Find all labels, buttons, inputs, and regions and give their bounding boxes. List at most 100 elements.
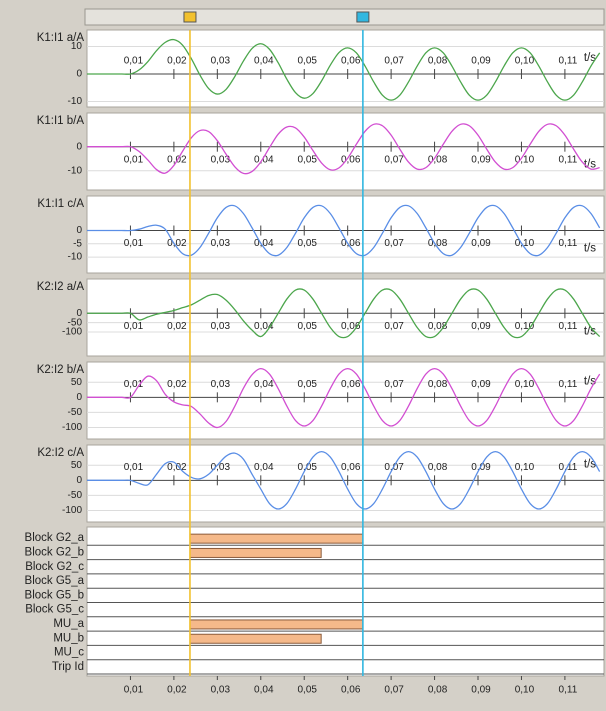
x-tick-label: 0,01: [124, 462, 144, 473]
y-tick-label: 0: [76, 141, 82, 152]
y-tick-label: 0: [76, 308, 82, 319]
x-tick-label: 0,10: [515, 154, 535, 165]
x-tick-label: 0,10: [515, 238, 535, 249]
x-tick-label: 0,06: [341, 56, 361, 67]
waveform: [86, 450, 601, 510]
x-tick-label: 0,06: [341, 238, 361, 249]
y-tick-label: 50: [71, 377, 83, 388]
y-tick-label: 0: [76, 392, 82, 403]
y-tick-label: 10: [71, 41, 83, 52]
channel-label: K1:I1 a/A: [37, 32, 85, 44]
x-tick-label: 0,05: [297, 685, 317, 696]
channel-label: K1:I1 c/A: [37, 198, 84, 210]
x-tick-label: 0,03: [211, 379, 231, 390]
channel-label: Block G2_c: [25, 561, 84, 573]
x-tick-label: 0,09: [471, 379, 491, 390]
x-tick-label: 0,02: [167, 238, 187, 249]
x-tick-label: 0,06: [341, 685, 361, 696]
x-tick-label: 0,03: [211, 321, 231, 332]
x-tick-label: 0,07: [384, 379, 404, 390]
x-tick-label: 0,04: [254, 154, 274, 165]
x-tick-label: 0,05: [297, 379, 317, 390]
plot-area: [86, 112, 605, 191]
channel-label: MU_c: [54, 647, 84, 659]
channel-label: Block G2_a: [25, 532, 85, 544]
x-tick-label: 0,07: [384, 56, 404, 67]
x-tick-label: 0,08: [428, 379, 448, 390]
x-tick-label: 0,06: [341, 154, 361, 165]
plot-area: [86, 361, 605, 440]
x-tick-label: 0,08: [428, 238, 448, 249]
y-tick-label: 0: [76, 69, 82, 80]
x-tick-label: 0,04: [254, 379, 274, 390]
x-tick-label: 0,09: [471, 685, 491, 696]
x-tick-label: 0,03: [211, 56, 231, 67]
x-tick-label: 0,06: [341, 462, 361, 473]
x-tick-label: 0,04: [254, 685, 274, 696]
x-axis-label: t/s: [584, 458, 596, 470]
x-tick-label: 0,07: [384, 238, 404, 249]
y-tick-label: -10: [68, 96, 83, 107]
binary-state-bar: [189, 533, 364, 544]
x-tick-label: 0,10: [515, 685, 535, 696]
x-tick-label: 0,10: [515, 56, 535, 67]
x-tick-label: 0,08: [428, 321, 448, 332]
y-tick-label: 0: [76, 225, 82, 236]
binary-state-bar: [189, 633, 322, 644]
y-tick-label: 0: [76, 475, 82, 486]
plot-area: [86, 278, 605, 357]
plot-area: [86, 29, 605, 108]
x-tick-label: 0,07: [384, 685, 404, 696]
cursor-handle[interactable]: [356, 11, 370, 23]
x-tick-label: 0,08: [428, 462, 448, 473]
x-tick-label: 0,11: [559, 685, 578, 696]
x-tick-label: 0,04: [254, 321, 274, 332]
x-tick-label: 0,03: [211, 685, 231, 696]
x-tick-label: 0,09: [471, 462, 491, 473]
y-tick-label: -50: [68, 490, 83, 501]
x-tick-label: 0,11: [559, 321, 578, 332]
x-tick-label: 0,04: [254, 462, 274, 473]
x-tick-label: 0,02: [167, 685, 187, 696]
x-tick-label: 0,02: [167, 462, 187, 473]
x-tick-label: 0,03: [211, 154, 231, 165]
x-tick-label: 0,03: [211, 238, 231, 249]
x-tick-label: 0,06: [341, 321, 361, 332]
x-tick-label: 0,10: [515, 321, 535, 332]
x-tick-label: 0,08: [428, 685, 448, 696]
x-tick-label: 0,03: [211, 462, 231, 473]
x-tick-label: 0,02: [167, 56, 187, 67]
time-scrollbar[interactable]: [84, 8, 605, 26]
channel-label: Block G5_c: [25, 604, 84, 616]
channel-label: Block G2_b: [25, 546, 84, 558]
x-axis-label: t/s: [584, 325, 596, 337]
x-tick-label: 0,01: [124, 56, 144, 67]
channel-label: K2:I2 b/A: [37, 364, 85, 376]
y-tick-label: -50: [68, 317, 83, 328]
plot-area: [86, 526, 605, 677]
x-tick-label: 0,11: [559, 56, 578, 67]
cursor-handle[interactable]: [183, 11, 197, 23]
y-tick-label: -10: [68, 252, 83, 263]
binary-state-bar: [189, 619, 364, 630]
channel-label: Trip Id: [52, 661, 84, 673]
y-tick-label: -100: [62, 327, 82, 338]
waveform: [87, 38, 601, 101]
x-tick-label: 0,05: [297, 462, 317, 473]
x-tick-label: 0,05: [297, 56, 317, 67]
x-tick-label: 0,11: [559, 238, 578, 249]
plots: K1:I1 a/A10 0 -10 0,01 0,02 0,03 0,04 0,05 0,06 0…: [25, 11, 605, 696]
x-tick-label: 0,01: [124, 238, 144, 249]
x-tick-label: 0,04: [254, 238, 274, 249]
channel-label: Block G5_b: [25, 589, 84, 601]
x-tick-label: 0,01: [124, 379, 144, 390]
x-tick-label: 0,02: [167, 321, 187, 332]
channel-label: MU_b: [53, 632, 84, 644]
channel-label: MU_a: [53, 618, 84, 630]
x-tick-label: 0,09: [471, 238, 491, 249]
channel-label: K2:I2 a/A: [37, 281, 85, 293]
x-tick-label: 0,06: [341, 379, 361, 390]
x-tick-label: 0,10: [515, 379, 535, 390]
x-axis-label: t/s: [584, 159, 596, 171]
